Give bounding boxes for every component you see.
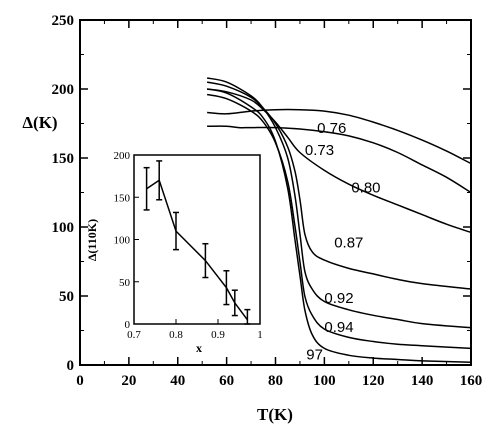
series-line-0.80 bbox=[206, 88, 472, 234]
x-tick-label: 80 bbox=[268, 373, 283, 389]
inset-y-tick-label: 100 bbox=[114, 235, 131, 247]
x-tick-label: 120 bbox=[362, 373, 385, 389]
series-label-0.76: 0.76 bbox=[317, 120, 346, 137]
y-tick-label: 150 bbox=[52, 151, 75, 167]
series-label-0.80: 0.80 bbox=[351, 180, 380, 197]
x-tick-label: 20 bbox=[121, 373, 136, 389]
inset-frame bbox=[133, 154, 261, 325]
inset-y-title: Δ(110K) bbox=[85, 219, 99, 261]
series-label-0.87: 0.87 bbox=[334, 235, 363, 252]
series-line-0.73 bbox=[207, 125, 472, 194]
inset-x-tick-label: 0.8 bbox=[169, 329, 183, 341]
y-tick-label: 0 bbox=[67, 358, 75, 374]
x-tick-label: 0 bbox=[76, 373, 84, 389]
y-tick-label: 100 bbox=[52, 220, 75, 236]
y-axis-title: Δ(K) bbox=[22, 113, 57, 132]
series-label-0.94: 0.94 bbox=[324, 319, 353, 336]
y-tick-label: 250 bbox=[52, 13, 75, 29]
series-line-0.76 bbox=[207, 108, 472, 165]
x-tick-label: 60 bbox=[219, 373, 234, 389]
x-tick-label: 160 bbox=[460, 373, 483, 389]
inset-y-tick-label: 200 bbox=[114, 150, 131, 162]
inset-y-tick-label: 0 bbox=[125, 319, 131, 331]
inset-x-tick-label: 0.7 bbox=[127, 329, 141, 341]
x-axis-title: T(K) bbox=[257, 405, 293, 424]
inset-y-tick-label: 150 bbox=[114, 192, 131, 204]
inset-x-title: x bbox=[196, 341, 202, 355]
inset-x-tick-label: 0.9 bbox=[211, 329, 225, 341]
inset-x-tick-label: 1 bbox=[257, 329, 263, 341]
x-tick-label: 100 bbox=[313, 373, 336, 389]
x-tick-label: 40 bbox=[170, 373, 185, 389]
main-curves bbox=[206, 77, 472, 363]
inset-data bbox=[143, 160, 251, 325]
series-line-0.92 bbox=[206, 77, 472, 329]
series-label-0.73: 0.73 bbox=[305, 142, 334, 159]
x-tick-label: 140 bbox=[411, 373, 434, 389]
inset-ticks: 0.7 0.8 0.9 1 0 50 100 150 200 bbox=[114, 150, 263, 341]
series-label-0.92: 0.92 bbox=[324, 290, 353, 307]
series-line-97 bbox=[206, 88, 472, 363]
series-line-0.94 bbox=[206, 93, 472, 350]
series-label-97: 97 bbox=[306, 346, 323, 363]
y-tick-label: 200 bbox=[52, 82, 75, 98]
y-tick-label: 50 bbox=[59, 289, 74, 305]
inset-y-tick-label: 50 bbox=[119, 277, 131, 289]
